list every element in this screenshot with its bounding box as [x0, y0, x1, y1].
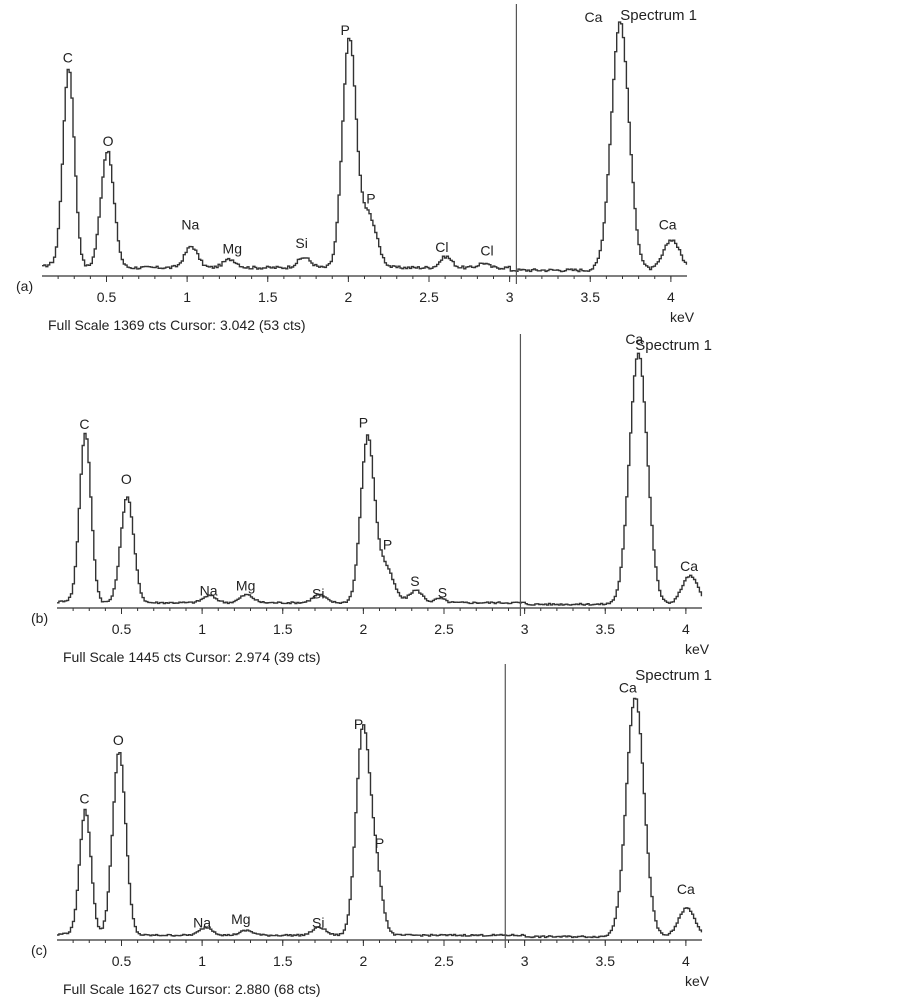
- peak-label: P: [359, 414, 368, 430]
- peak-label: Ca: [680, 558, 698, 574]
- spectrum-trace: [42, 21, 688, 273]
- x-tick-label: 4: [667, 289, 675, 305]
- x-tick-label: 3: [521, 953, 529, 969]
- peak-label: P: [366, 191, 375, 207]
- peak-label: Si: [312, 914, 324, 930]
- peak-label: Cl: [435, 239, 448, 255]
- peak-label: Si: [295, 235, 307, 251]
- x-tick-label: 0.5: [112, 953, 132, 969]
- peak-label: Mg: [236, 577, 255, 593]
- peak-label: Si: [312, 585, 324, 601]
- peak-label: O: [103, 133, 114, 149]
- peak-label: Na: [181, 217, 199, 233]
- peak-label: O: [113, 732, 124, 748]
- x-unit-label: keV: [685, 973, 710, 989]
- x-tick-label: 3.5: [581, 289, 601, 305]
- x-tick-label: 4: [682, 953, 690, 969]
- peak-label: Ca: [585, 9, 603, 25]
- x-tick-label: 1: [198, 621, 206, 637]
- panel-label: (a): [16, 278, 33, 294]
- spectrum-panel-a: 0.5 1 1.5 2 2.5 3 3.5 4 C O Na Mg Si P P Cl Cl Ca Ca Spectr…: [16, 4, 697, 333]
- peak-label: P: [383, 537, 392, 553]
- x-tick-label: 0.5: [112, 621, 132, 637]
- x-tick-label: 2: [359, 953, 367, 969]
- x-tick-label: 3: [521, 621, 529, 637]
- x-tick-label: 2.5: [434, 953, 454, 969]
- x-tick-label: 3.5: [596, 953, 616, 969]
- x-tick-label: 1: [198, 953, 206, 969]
- status-line: Full Scale 1445 cts Cursor: 2.974 (39 ct…: [63, 649, 321, 665]
- panel-label: (c): [31, 942, 47, 958]
- peak-label: C: [79, 416, 89, 432]
- spectrum-trace: [57, 697, 703, 939]
- x-tick-label: 2.5: [434, 621, 454, 637]
- x-tick-label: 1.5: [273, 621, 293, 637]
- x-tick-label: 3.5: [596, 621, 616, 637]
- peak-label: P: [375, 835, 384, 851]
- peak-label: P: [354, 716, 363, 732]
- peak-label: Ca: [625, 331, 643, 347]
- peak-label: P: [340, 22, 349, 38]
- spectrum-title: Spectrum 1: [620, 7, 697, 24]
- x-tick-label: 1.5: [273, 953, 293, 969]
- x-unit-label: keV: [670, 309, 695, 325]
- spectrum-title: Spectrum 1: [635, 667, 712, 684]
- x-tick-label: 3: [506, 289, 514, 305]
- status-line: Full Scale 1627 cts Cursor: 2.880 (68 ct…: [63, 981, 321, 997]
- spectrum-trace: [57, 352, 703, 606]
- x-tick-label: 2: [359, 621, 367, 637]
- peak-label: Na: [193, 914, 211, 930]
- peak-label: Cl: [480, 243, 493, 259]
- peak-label: S: [410, 573, 419, 589]
- peak-label: Mg: [223, 241, 242, 257]
- peak-label: Na: [200, 583, 218, 599]
- status-line: Full Scale 1369 cts Cursor: 3.042 (53 ct…: [48, 317, 306, 333]
- x-tick-label: 0.5: [97, 289, 117, 305]
- panel-label: (b): [31, 610, 48, 626]
- peak-label: S: [438, 584, 447, 600]
- x-tick-label: 1.5: [258, 289, 278, 305]
- x-tick-label: 2: [344, 289, 352, 305]
- peak-label: C: [79, 791, 89, 807]
- peak-label: Ca: [619, 680, 637, 696]
- x-tick-label: 4: [682, 621, 690, 637]
- peak-label: C: [63, 50, 73, 66]
- peak-label: Ca: [677, 881, 695, 897]
- x-tick-label: 1: [183, 289, 191, 305]
- peak-label: O: [121, 471, 132, 487]
- peak-label: Mg: [231, 911, 250, 927]
- x-tick-label: 2.5: [419, 289, 439, 305]
- spectrum-title: Spectrum 1: [635, 337, 712, 354]
- peak-label: Ca: [659, 217, 677, 233]
- x-unit-label: keV: [685, 641, 710, 657]
